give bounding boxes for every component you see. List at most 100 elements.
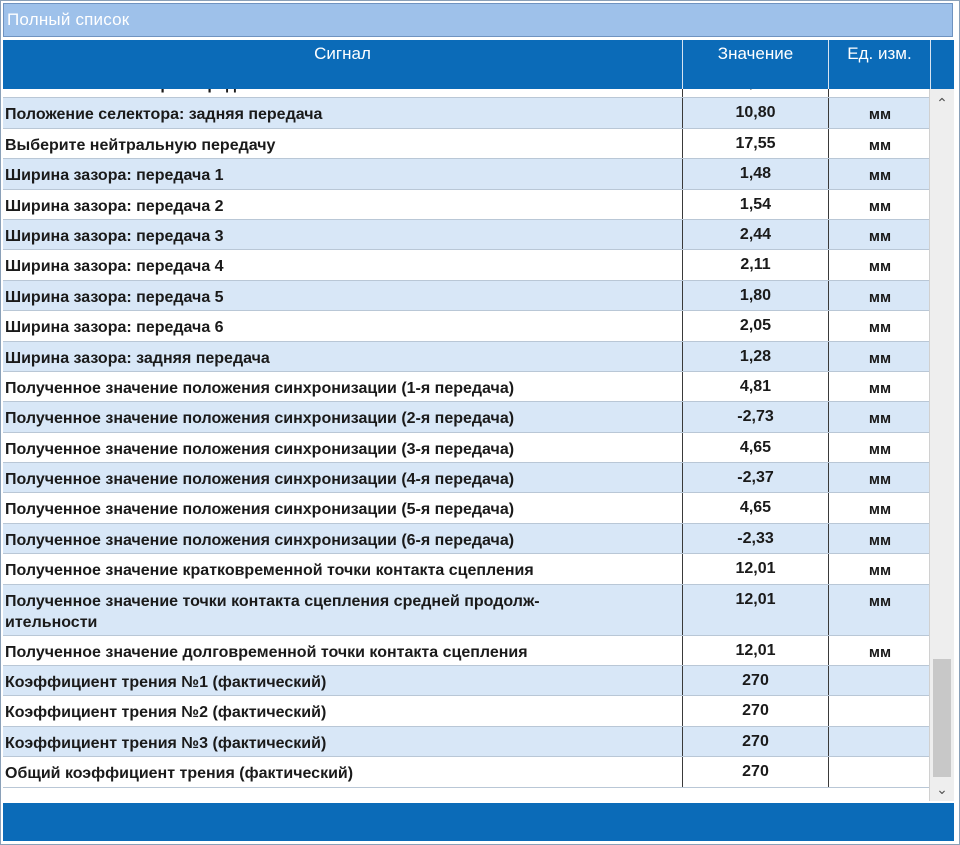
- window-title-bar: Полный список: [3, 3, 953, 37]
- signal-cell: Коэффициент трения №2 (фактический): [3, 696, 683, 726]
- table-row[interactable]: Полученное значение точки контакта сцепл…: [3, 584, 929, 636]
- signal-cell: Полученное значение точки контакта сцепл…: [3, 584, 683, 635]
- vertical-scrollbar[interactable]: ⌃ ⌄: [929, 89, 954, 801]
- value-cell: 270: [683, 757, 829, 787]
- signal-cell: Положение селектора: задняя передача: [3, 98, 683, 128]
- table-row[interactable]: Полученное значение положения синхрониза…: [3, 402, 929, 433]
- value-cell: 2,11: [683, 250, 829, 280]
- signal-cell: Полученное значение положения синхрониза…: [3, 371, 683, 402]
- signal-cell: Общий коэффициент трения (фактический): [3, 757, 683, 787]
- value-cell: 270: [683, 666, 829, 696]
- unit-cell: мм: [868, 197, 892, 215]
- unit-cell: мм: [829, 89, 929, 97]
- signal-cell: Полученное значение кратковременной точк…: [3, 554, 683, 584]
- unit-cell: [829, 666, 929, 695]
- table-header: Сигнал Значение Ед. изм.: [3, 40, 954, 89]
- signal-cell: Ширина зазора: передача 3: [3, 219, 683, 250]
- column-header-value[interactable]: Значение: [683, 40, 829, 89]
- value-cell: 1,80: [683, 280, 829, 311]
- signal-cell: Ширина зазора: передача 5: [3, 280, 683, 311]
- table-row[interactable]: Ширина зазора: передача 1 1,48 мм: [3, 159, 929, 190]
- unit-cell: мм: [868, 106, 892, 124]
- chevron-up-icon[interactable]: ⌃: [936, 95, 948, 111]
- table-row[interactable]: Полученное значение положения синхрониза…: [3, 371, 929, 403]
- unit-cell: [829, 696, 929, 725]
- table-row[interactable]: Положение селектора: передача 63,97мм: [3, 89, 929, 99]
- column-header-spacer: [931, 40, 954, 89]
- unit-cell: мм: [868, 349, 892, 367]
- unit-cell: мм: [868, 643, 892, 661]
- table-row[interactable]: Ширина зазора: передача 2 1,54 мм: [3, 189, 929, 220]
- value-cell: 1,28: [683, 341, 829, 371]
- value-cell: 12,01: [683, 554, 829, 584]
- unit-cell: мм: [868, 319, 892, 337]
- unit-cell: мм: [868, 410, 892, 428]
- table-row[interactable]: Ширина зазора: передача 5 1,80 мм: [3, 280, 929, 312]
- value-cell: 17,55: [683, 128, 829, 159]
- unit-cell: мм: [868, 501, 892, 519]
- unit-cell: мм: [868, 471, 892, 489]
- value-cell: 1,48: [683, 159, 829, 189]
- table-rows: Положение селектора: передача 63,97ммПол…: [3, 89, 929, 788]
- table-row[interactable]: Полученное значение положения синхрониза…: [3, 523, 929, 555]
- value-cell: -2,73: [683, 402, 829, 432]
- chevron-down-icon[interactable]: ⌄: [936, 781, 948, 797]
- value-cell: 12,01: [683, 584, 829, 635]
- table-row[interactable]: Положение селектора: задняя передача 10,8…: [3, 98, 929, 129]
- table-row[interactable]: Ширина зазора: задняя передача 1,28 мм: [3, 341, 929, 372]
- value-cell: 3,97: [683, 89, 829, 98]
- table-row[interactable]: Полученное значение кратковременной точк…: [3, 554, 929, 585]
- column-header-signal[interactable]: Сигнал: [3, 40, 683, 89]
- unit-cell: мм: [868, 440, 892, 458]
- table-row[interactable]: Коэффициент трения №1 (фактический) 270: [3, 666, 929, 697]
- scrollbar-thumb[interactable]: [933, 659, 951, 777]
- value-cell: 12,01: [683, 635, 829, 666]
- value-cell: 10,80: [683, 98, 829, 128]
- table-row[interactable]: Выберите нейтральную передачу 17,55 мм: [3, 128, 929, 160]
- table-row[interactable]: Ширина зазора: передача 3 2,44 мм: [3, 219, 929, 251]
- table-row[interactable]: Полученное значение положения синхрониза…: [3, 432, 929, 464]
- signal-cell: Ширина зазора: задняя передача: [3, 341, 683, 371]
- signal-cell: Выберите нейтральную передачу: [3, 128, 683, 159]
- signal-cell: Полученное значение положения синхрониза…: [3, 493, 683, 523]
- table-body[interactable]: Положение селектора: передача 63,97ммПол…: [3, 89, 929, 801]
- signal-cell: Полученное значение положения синхрониза…: [3, 432, 683, 463]
- unit-cell: мм: [868, 227, 892, 245]
- signal-cell: Полученное значение долговременной точки…: [3, 635, 683, 666]
- value-cell: 4,65: [683, 493, 829, 523]
- unit-cell: мм: [868, 531, 892, 549]
- value-cell: 4,81: [683, 371, 829, 402]
- unit-cell: мм: [868, 379, 892, 397]
- signal-cell: Ширина зазора: передача 1: [3, 159, 683, 189]
- unit-cell: [829, 727, 929, 756]
- table-row[interactable]: Коэффициент трения №2 (фактический) 270: [3, 696, 929, 727]
- table-row[interactable]: Полученное значение положения синхрониза…: [3, 493, 929, 524]
- value-cell: 2,05: [683, 311, 829, 341]
- signal-cell: Полученное значение положения синхрониза…: [3, 523, 683, 554]
- value-cell: -2,33: [683, 523, 829, 554]
- signal-cell: Ширина зазора: передача 4: [3, 250, 683, 280]
- signal-cell: Коэффициент трения №3 (фактический): [3, 726, 683, 757]
- status-bar: [3, 803, 954, 841]
- table-row[interactable]: Коэффициент трения №3 (фактический) 270: [3, 726, 929, 758]
- unit-cell: мм: [868, 562, 892, 580]
- unit-cell: [829, 757, 929, 786]
- signal-cell: Положение селектора: передача 6: [3, 89, 683, 98]
- signal-cell: Ширина зазора: передача 6: [3, 311, 683, 341]
- window-title: Полный список: [7, 10, 130, 29]
- table-row[interactable]: Полученное значение положения синхрониза…: [3, 463, 929, 494]
- value-cell: 1,54: [683, 189, 829, 219]
- unit-cell: мм: [868, 288, 892, 306]
- value-cell: 4,65: [683, 432, 829, 463]
- table-row[interactable]: Общий коэффициент трения (фактический) 27…: [3, 757, 929, 788]
- value-cell: 270: [683, 726, 829, 757]
- table-row[interactable]: Полученное значение долговременной точки…: [3, 635, 929, 667]
- column-header-unit[interactable]: Ед. изм.: [829, 40, 931, 89]
- signal-cell: Ширина зазора: передача 2: [3, 189, 683, 219]
- signal-cell: Коэффициент трения №1 (фактический): [3, 666, 683, 696]
- table-row[interactable]: Ширина зазора: передача 6 2,05 мм: [3, 311, 929, 342]
- unit-cell: мм: [868, 258, 892, 276]
- signal-cell: Полученное значение положения синхрониза…: [3, 463, 683, 493]
- table-row[interactable]: Ширина зазора: передача 4 2,11 мм: [3, 250, 929, 281]
